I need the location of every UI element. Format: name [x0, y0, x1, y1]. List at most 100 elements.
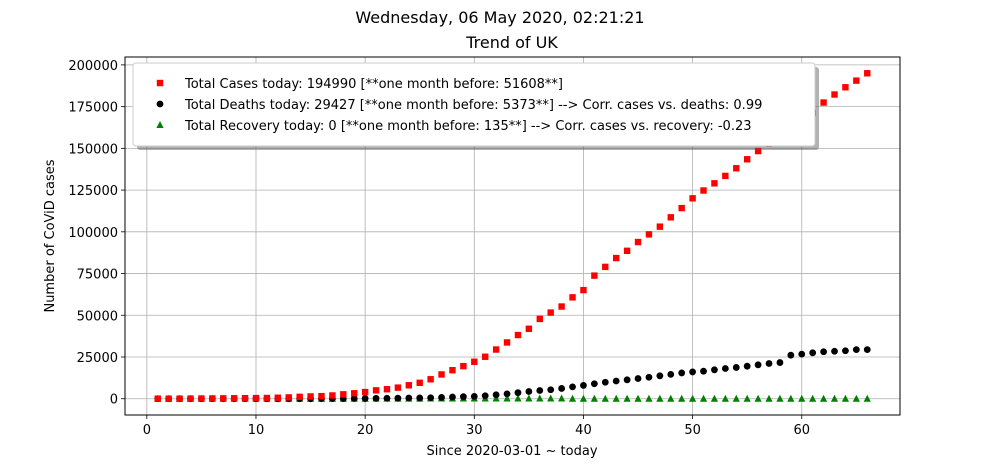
- y-tick-label: 150000: [68, 142, 118, 157]
- recovery-point: [536, 394, 544, 402]
- cases-point: [165, 395, 172, 402]
- x-tick-label: 40: [575, 423, 592, 438]
- deaths-point: [427, 394, 435, 402]
- cases-point: [591, 272, 598, 279]
- recovery-point: [863, 394, 871, 402]
- cases-point: [645, 231, 653, 238]
- cases-point: [864, 70, 871, 77]
- recovery-point: [787, 394, 795, 402]
- recovery-point: [710, 394, 719, 402]
- cases-point: [700, 187, 707, 194]
- deaths-point: [852, 346, 860, 354]
- cases-point: [318, 392, 325, 400]
- recovery-point: [852, 394, 860, 402]
- deaths-point: [842, 347, 849, 355]
- recovery-point: [830, 394, 839, 402]
- cases-point: [634, 238, 642, 246]
- x-tick-label: 20: [357, 423, 374, 438]
- recovery-point: [634, 394, 642, 402]
- deaths-point: [776, 359, 784, 366]
- cases-point: [449, 367, 456, 374]
- cases-point: [427, 376, 434, 383]
- deaths-point: [634, 375, 642, 382]
- cases-point: [525, 325, 533, 332]
- deaths-point: [645, 373, 653, 381]
- deaths-point: [667, 370, 675, 378]
- x-tick-label: 0: [143, 423, 151, 438]
- cases-point: [536, 315, 543, 323]
- deaths-point: [732, 364, 740, 371]
- cases-point: [361, 388, 369, 396]
- legend-entry-cases: Total Cases today: 194990 [**one month b…: [184, 77, 563, 92]
- cases-point: [820, 99, 827, 106]
- cases-point: [580, 286, 587, 294]
- recovery-point: [612, 394, 620, 402]
- x-tick-label: 50: [684, 423, 701, 438]
- y-axis-label: Number of CoViD cases: [43, 159, 58, 312]
- y-tick-label: 175000: [68, 101, 118, 116]
- cases-point: [416, 379, 423, 387]
- deaths-point: [383, 394, 391, 402]
- cases-point: [722, 172, 729, 180]
- x-axis-ticks: 0 10 20 30 40 50 60: [143, 415, 810, 438]
- y-tick-label: 50000: [77, 309, 118, 324]
- cases-point: [754, 147, 762, 155]
- deaths-point: [711, 366, 718, 374]
- deaths-point: [743, 362, 751, 370]
- cases-point: [492, 346, 500, 353]
- deaths-point: [623, 376, 631, 384]
- recovery-point: [656, 394, 664, 402]
- deaths-point: [503, 390, 511, 398]
- cases-point: [187, 395, 194, 402]
- legend-marker-cases: [156, 79, 164, 87]
- recovery-point: [623, 394, 631, 402]
- deaths-point: [438, 394, 445, 401]
- deaths-point: [492, 391, 500, 399]
- cases-point: [503, 339, 511, 346]
- deaths-point: [481, 392, 489, 400]
- cases-point: [241, 394, 249, 402]
- cases-point: [460, 362, 467, 370]
- x-tick-label: 10: [248, 423, 265, 438]
- recovery-point: [809, 394, 817, 402]
- deaths-point: [820, 348, 827, 356]
- deaths-point: [863, 346, 871, 354]
- recovery-point: [678, 394, 686, 402]
- legend-entry-deaths: Total Deaths today: 29427 [**one month b…: [184, 98, 762, 113]
- recovery-point: [667, 394, 675, 402]
- cases-point: [209, 395, 216, 402]
- deaths-point: [350, 395, 358, 402]
- recovery-point: [558, 394, 566, 402]
- deaths-point: [514, 389, 522, 397]
- recovery-point: [699, 394, 708, 402]
- cases-point: [733, 165, 740, 172]
- cases-point: [842, 84, 849, 91]
- cases-point: [612, 254, 620, 262]
- cases-point: [274, 394, 282, 401]
- recovery-point: [579, 394, 588, 402]
- y-tick-label: 25000: [77, 351, 118, 366]
- cases-point: [176, 395, 183, 402]
- recovery-point: [601, 394, 609, 402]
- deaths-point: [580, 382, 587, 389]
- cases-point: [340, 391, 347, 398]
- deaths-point: [536, 387, 544, 394]
- deaths-point: [394, 394, 402, 402]
- recovery-point: [841, 394, 850, 402]
- recovery-point: [765, 394, 773, 402]
- legend-markers: [156, 79, 164, 128]
- recovery-point: [743, 394, 751, 402]
- recovery-point: [503, 394, 511, 402]
- deaths-point: [601, 378, 609, 386]
- cases-point: [351, 390, 358, 397]
- cases-point: [383, 386, 391, 393]
- deaths-point: [765, 360, 773, 367]
- cases-point: [329, 392, 336, 399]
- cases-point: [285, 394, 292, 401]
- deaths-point: [361, 395, 369, 402]
- deaths-point: [416, 394, 424, 402]
- deaths-point: [612, 377, 620, 385]
- y-tick-label: 200000: [68, 59, 118, 74]
- deaths-point: [721, 365, 729, 372]
